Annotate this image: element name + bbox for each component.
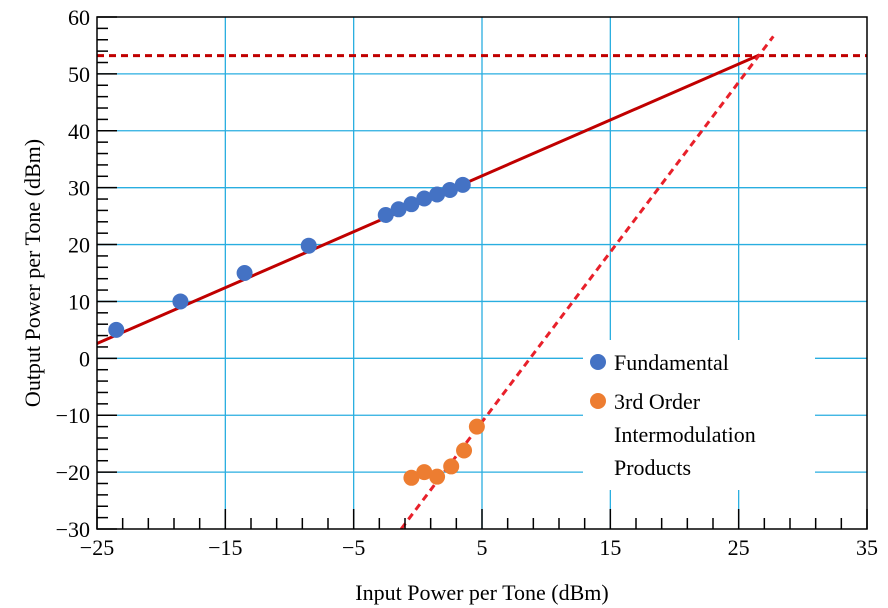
x-tick-label: −5 [342, 535, 365, 560]
fundamental-point [403, 196, 420, 213]
fundamental-point [441, 181, 458, 198]
x-tick-label: −25 [80, 535, 114, 560]
y-tick-label: 60 [68, 5, 90, 30]
legend-label-im3: Intermodulation [614, 422, 756, 447]
fundamental-point [172, 293, 189, 310]
legend: Fundamental 3rd Order Intermodulation Produ… [583, 340, 815, 490]
tick-labels: −25 −15 −5 5 15 25 35 −30 −20 −10 0 10 20 30 40 50 60 [56, 5, 878, 560]
x-tick-label: 25 [728, 535, 750, 560]
legend-marker-fundamental [590, 354, 606, 370]
y-axis-label: Output Power per Tone (dBm) [20, 139, 45, 407]
fundamental-point [429, 186, 446, 203]
fundamental-point [236, 265, 253, 281]
grid [97, 17, 867, 529]
im3-point [429, 468, 446, 485]
legend-label-im3: Products [614, 455, 691, 480]
y-tick-label: 40 [68, 119, 90, 144]
legend-marker-im3 [590, 393, 606, 409]
im3-point [416, 464, 433, 481]
y-tick-label: 20 [68, 233, 90, 258]
im3-point [443, 458, 460, 475]
fundamental-point [416, 190, 433, 207]
x-tick-label: −15 [208, 535, 242, 560]
x-tick-label: 35 [856, 535, 878, 560]
data-points [108, 176, 485, 486]
y-tick-label: 50 [68, 62, 90, 87]
x-tick-label: 5 [477, 535, 488, 560]
legend-label-fundamental: Fundamental [614, 350, 729, 375]
legend-background [583, 340, 815, 490]
x-axis-label: Input Power per Tone (dBm) [355, 580, 608, 605]
legend-label-im3: 3rd Order [614, 389, 701, 414]
fundamental-point [377, 206, 394, 223]
fundamental-point [390, 201, 407, 218]
y-tick-label: −30 [56, 517, 90, 542]
x-tick-label: 15 [599, 535, 621, 560]
im3-point [468, 418, 485, 435]
fundamental-point [108, 321, 125, 338]
im3-point [403, 469, 420, 486]
y-tick-label: 0 [79, 346, 90, 371]
y-tick-label: 30 [68, 176, 90, 201]
fundamental-point [454, 176, 471, 193]
y-tick-label: 10 [68, 289, 90, 314]
axes [96, 16, 868, 530]
y-tick-label: −20 [56, 460, 90, 485]
fundamental-point [300, 237, 317, 254]
im3-point [456, 442, 473, 459]
y-tick-label: −10 [56, 403, 90, 428]
